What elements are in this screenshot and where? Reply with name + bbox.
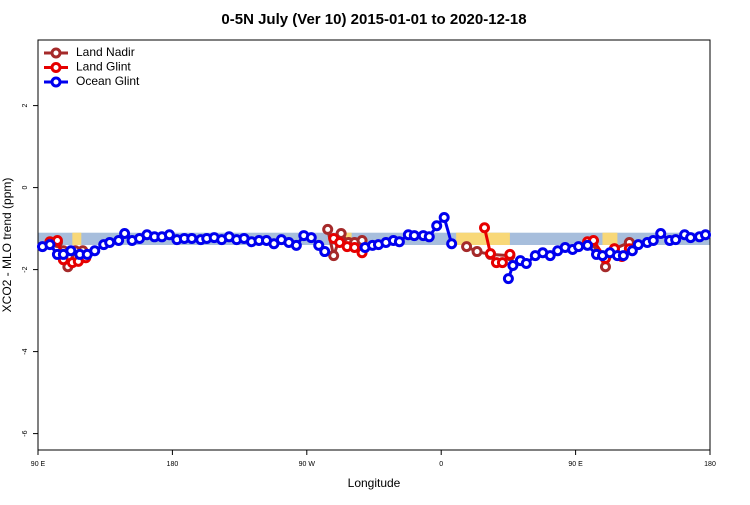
data-point <box>502 273 514 285</box>
data-point <box>290 239 302 251</box>
shaded-region <box>602 232 618 245</box>
data-point <box>44 239 56 251</box>
data-point <box>484 248 496 260</box>
x-tick-label: 0 <box>439 461 443 468</box>
shaded-region <box>456 232 510 245</box>
data-point <box>305 232 317 244</box>
data-point <box>685 232 697 244</box>
legend-label: Land Nadir <box>76 45 135 59</box>
x-tick-label: 90 E <box>568 461 583 468</box>
legend-label: Land Glint <box>76 60 131 74</box>
legend-marker <box>50 47 62 59</box>
data-point <box>617 250 629 262</box>
data-point <box>163 229 175 241</box>
data-point <box>544 250 556 262</box>
data-point <box>446 238 458 250</box>
x-tick-label: 90 W <box>299 461 316 468</box>
data-point <box>319 246 331 258</box>
data-point <box>322 223 334 235</box>
y-axis-label: XCO2 - MLO trend (ppm) <box>0 178 14 313</box>
data-point <box>655 228 667 240</box>
x-axis-label: Longitude <box>348 476 401 490</box>
data-point <box>670 234 682 246</box>
data-point <box>328 250 340 262</box>
data-point <box>573 241 585 253</box>
data-point <box>186 232 198 244</box>
data-point <box>626 245 638 257</box>
data-point <box>65 245 77 257</box>
y-tick-label: -6 <box>22 430 29 436</box>
y-tick-label: 2 <box>22 104 29 108</box>
legend-marker <box>50 62 62 73</box>
data-point <box>496 257 508 269</box>
y-tick-label: -2 <box>22 266 29 272</box>
x-tick-label: 90 E <box>31 461 46 468</box>
data-point <box>471 246 483 258</box>
y-tick-label: -4 <box>22 348 29 354</box>
x-tick-label: 180 <box>167 461 179 468</box>
x-tick-label: 180 <box>704 461 716 468</box>
data-point <box>438 212 450 224</box>
data-point <box>313 239 325 251</box>
data-point <box>89 245 101 257</box>
legend-marker <box>50 76 62 88</box>
data-point <box>647 234 659 246</box>
data-point <box>582 239 594 251</box>
data-point <box>520 257 532 269</box>
data-point <box>393 236 405 248</box>
legend-label: Ocean Glint <box>76 74 140 88</box>
data-point <box>349 241 361 253</box>
data-point <box>507 260 519 271</box>
data-point <box>431 220 443 232</box>
shaded-region <box>72 232 82 245</box>
data-point <box>700 229 712 241</box>
data-point <box>504 248 516 260</box>
data-point <box>632 239 644 251</box>
data-point <box>113 234 125 246</box>
y-tick-label: 0 <box>22 186 29 190</box>
data-point <box>408 230 420 242</box>
chart-title: 0-5N July (Ver 10) 2015-01-01 to 2020-12… <box>221 11 526 28</box>
data-point <box>479 222 491 234</box>
data-point <box>461 241 473 253</box>
data-point <box>104 237 116 249</box>
data-point <box>423 231 435 243</box>
data-point <box>119 228 131 240</box>
